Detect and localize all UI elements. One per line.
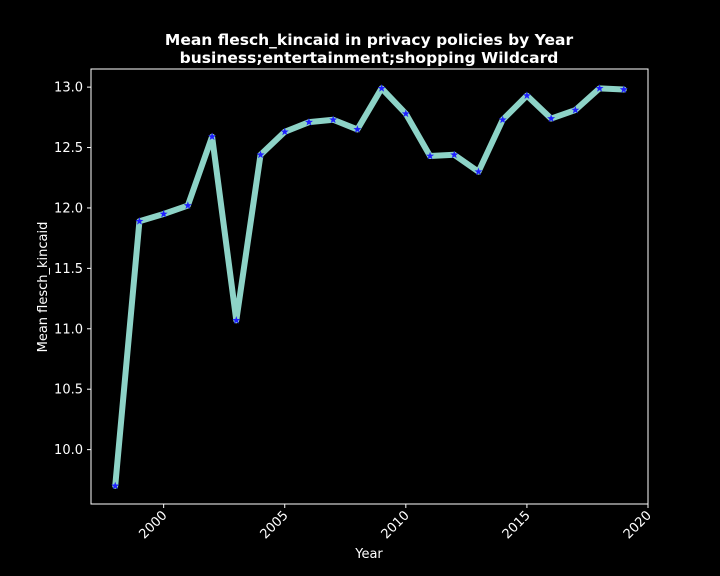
y-tick-label: 10.0 xyxy=(54,443,83,458)
data-point-marker xyxy=(571,105,580,114)
series-line xyxy=(112,85,627,489)
y-axis-label: Mean flesch_kincaid xyxy=(36,222,51,353)
data-point-marker xyxy=(619,85,628,93)
y-tick-label: 13.0 xyxy=(54,81,83,96)
data-point-marker xyxy=(280,127,289,136)
data-point-marker xyxy=(401,109,410,118)
y-tick-label: 10.5 xyxy=(54,383,83,398)
data-point-marker xyxy=(498,115,507,124)
y-tick-label: 12.5 xyxy=(54,141,83,156)
data-point-marker xyxy=(232,316,241,324)
data-point-marker xyxy=(304,117,313,126)
data-point-marker xyxy=(135,217,144,225)
x-axis-label: Year xyxy=(354,547,383,562)
chart-subtitle: business;entertainment;shopping Wildcard xyxy=(180,49,559,67)
y-tick-label: 11.5 xyxy=(54,262,83,277)
data-point-marker xyxy=(183,201,192,209)
data-point-marker xyxy=(159,209,168,218)
chart-title: Mean flesch_kincaid in privacy policies … xyxy=(165,31,574,49)
data-point-marker xyxy=(595,84,604,92)
data-point-marker xyxy=(474,167,483,176)
data-point-marker xyxy=(256,150,265,159)
data-point-marker xyxy=(353,125,362,133)
data-point-marker xyxy=(547,114,556,122)
plot-frame xyxy=(90,68,649,505)
plot-area xyxy=(111,84,628,490)
data-point-marker xyxy=(208,132,217,141)
y-tick-label: 12.0 xyxy=(54,201,83,216)
data-point-marker xyxy=(426,151,435,160)
y-tick-label: 11.0 xyxy=(54,322,83,337)
data-point-marker xyxy=(329,115,338,124)
data-point-marker xyxy=(450,150,459,159)
data-point-marker xyxy=(377,84,386,92)
data-point-marker xyxy=(111,481,120,490)
data-point-marker xyxy=(522,91,531,99)
